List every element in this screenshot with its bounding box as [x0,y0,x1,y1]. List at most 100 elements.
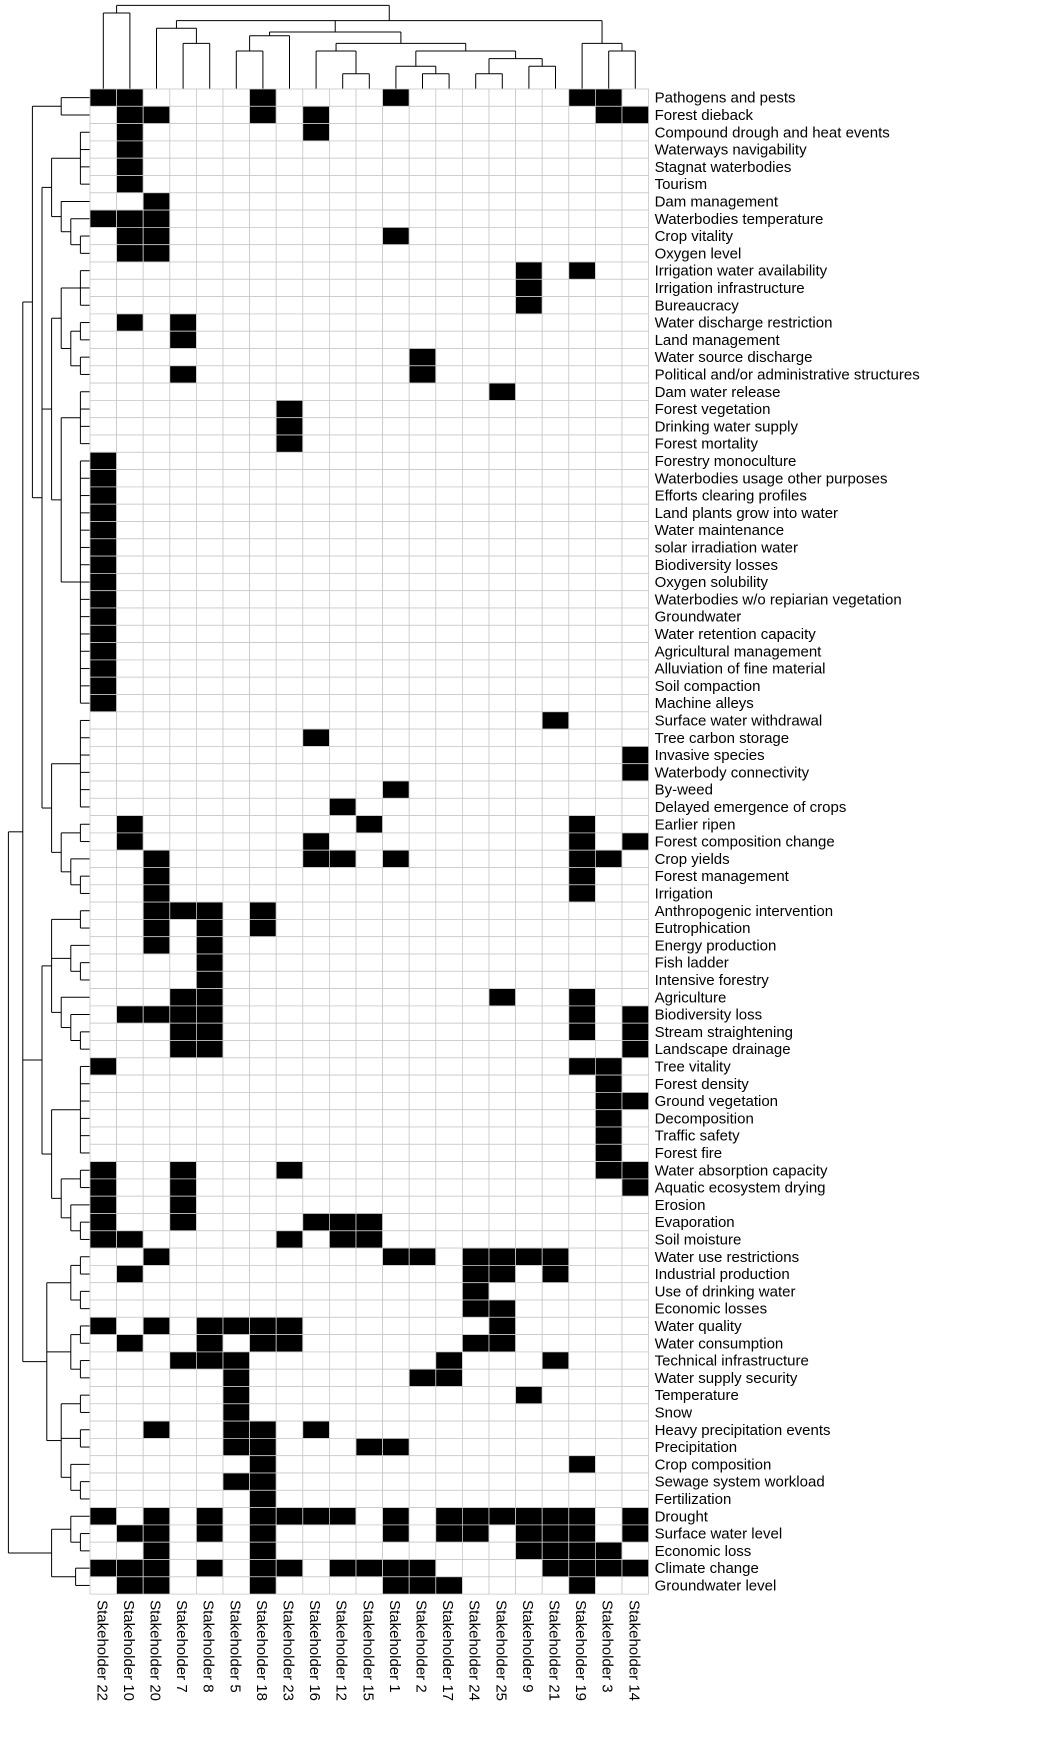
heatmap-cell [328,1420,357,1439]
heatmap-cell [302,901,330,920]
heatmap-cell [435,659,463,678]
heatmap-cell [541,1386,570,1405]
heatmap-cell [195,1541,224,1560]
heatmap-cell [302,261,330,280]
heatmap-cell [595,486,623,505]
heatmap-cell [249,244,277,263]
heatmap-cell [275,1213,304,1232]
heatmap-cell [302,1368,330,1387]
heatmap-cell [249,1351,277,1370]
heatmap-cell [195,1178,224,1197]
row-label: Energy production [655,937,777,954]
heatmap-cell [435,434,463,453]
heatmap-cell [408,970,437,989]
heatmap-cell [461,797,490,816]
heatmap-cell [302,244,330,263]
heatmap-cell [568,226,596,246]
heatmap-cell [275,1576,304,1595]
heatmap-cell [541,590,570,609]
heatmap-cell [249,1265,277,1284]
heatmap-cell [328,1092,357,1111]
heatmap-cell [169,1351,197,1370]
heatmap-cell [142,1403,171,1422]
heatmap-cell [568,849,596,868]
heatmap-cell [116,1524,144,1543]
heatmap-cell [595,1057,623,1076]
heatmap-cell [222,244,251,263]
heatmap-cell [541,867,570,886]
heatmap-cell [488,296,517,315]
heatmap-cell [488,261,517,280]
heatmap-cell [302,365,330,384]
heatmap-cell [408,1230,437,1249]
heatmap-cell [89,884,118,903]
heatmap-cell [195,1351,224,1370]
heatmap-cell [355,607,384,626]
heatmap-cell [461,763,490,782]
heatmap-cell [515,261,543,280]
heatmap-cell [328,1334,357,1353]
heatmap-cell [621,746,650,765]
heatmap-cell [89,711,118,730]
heatmap-cell [621,780,650,799]
heatmap-cell [328,278,357,297]
heatmap-cell [328,313,357,332]
row-label: Forest vegetation [655,401,771,418]
heatmap-cell [355,382,384,401]
heatmap-cell [142,1368,171,1387]
heatmap-cell [302,1265,330,1284]
heatmap-cell [488,1386,517,1405]
heatmap-cell [275,1403,304,1422]
heatmap-cell [515,244,543,263]
heatmap-cell [116,261,144,280]
heatmap-cell [461,1524,490,1543]
heatmap-cell [621,1126,650,1145]
heatmap-cell [89,1541,118,1560]
heatmap-cell [222,1247,251,1266]
heatmap-cell [169,1143,197,1163]
heatmap-cell [222,953,251,972]
heatmap-cell [515,1299,543,1318]
heatmap-cell [302,659,330,678]
heatmap-cell [595,573,623,592]
heatmap-cell [355,1403,384,1422]
heatmap-cell [488,1161,517,1180]
heatmap-cell [169,1368,197,1387]
heatmap-cell [355,1109,384,1128]
heatmap-cell [382,382,410,401]
row-label: Fertilization [655,1491,732,1508]
heatmap-cell [382,1299,410,1318]
heatmap-cell [408,936,437,955]
heatmap-cell [488,330,517,349]
heatmap-cell [382,676,410,695]
heatmap-cell [302,175,330,194]
heatmap-cell [275,261,304,280]
heatmap-cell [621,1489,650,1509]
heatmap-cell [568,884,596,903]
column-label: Stakeholder 12 [333,1600,350,1701]
heatmap-cell [515,503,543,522]
heatmap-cell [435,1265,463,1284]
heatmap-cell [89,1040,118,1059]
heatmap-cell [515,486,543,505]
heatmap-cell [328,763,357,782]
row-label: Water supply security [655,1370,798,1387]
heatmap-cell [568,1213,596,1232]
heatmap-cell [355,244,384,263]
heatmap-cell [515,919,543,938]
heatmap-cell [116,1282,144,1301]
heatmap-cell [302,192,330,211]
heatmap-cell [568,1265,596,1284]
heatmap-cell [568,711,596,730]
heatmap-cell [355,175,384,194]
heatmap-cell [302,919,330,938]
row-label: Tourism [655,176,708,193]
heatmap-cell [595,521,623,540]
heatmap-cell [621,538,650,557]
heatmap-cell [142,1438,171,1457]
heatmap-cell [142,123,171,142]
heatmap-cell [435,1161,463,1180]
heatmap-cell [435,417,463,436]
heatmap-cell [116,1576,144,1595]
heatmap-cell [541,296,570,315]
